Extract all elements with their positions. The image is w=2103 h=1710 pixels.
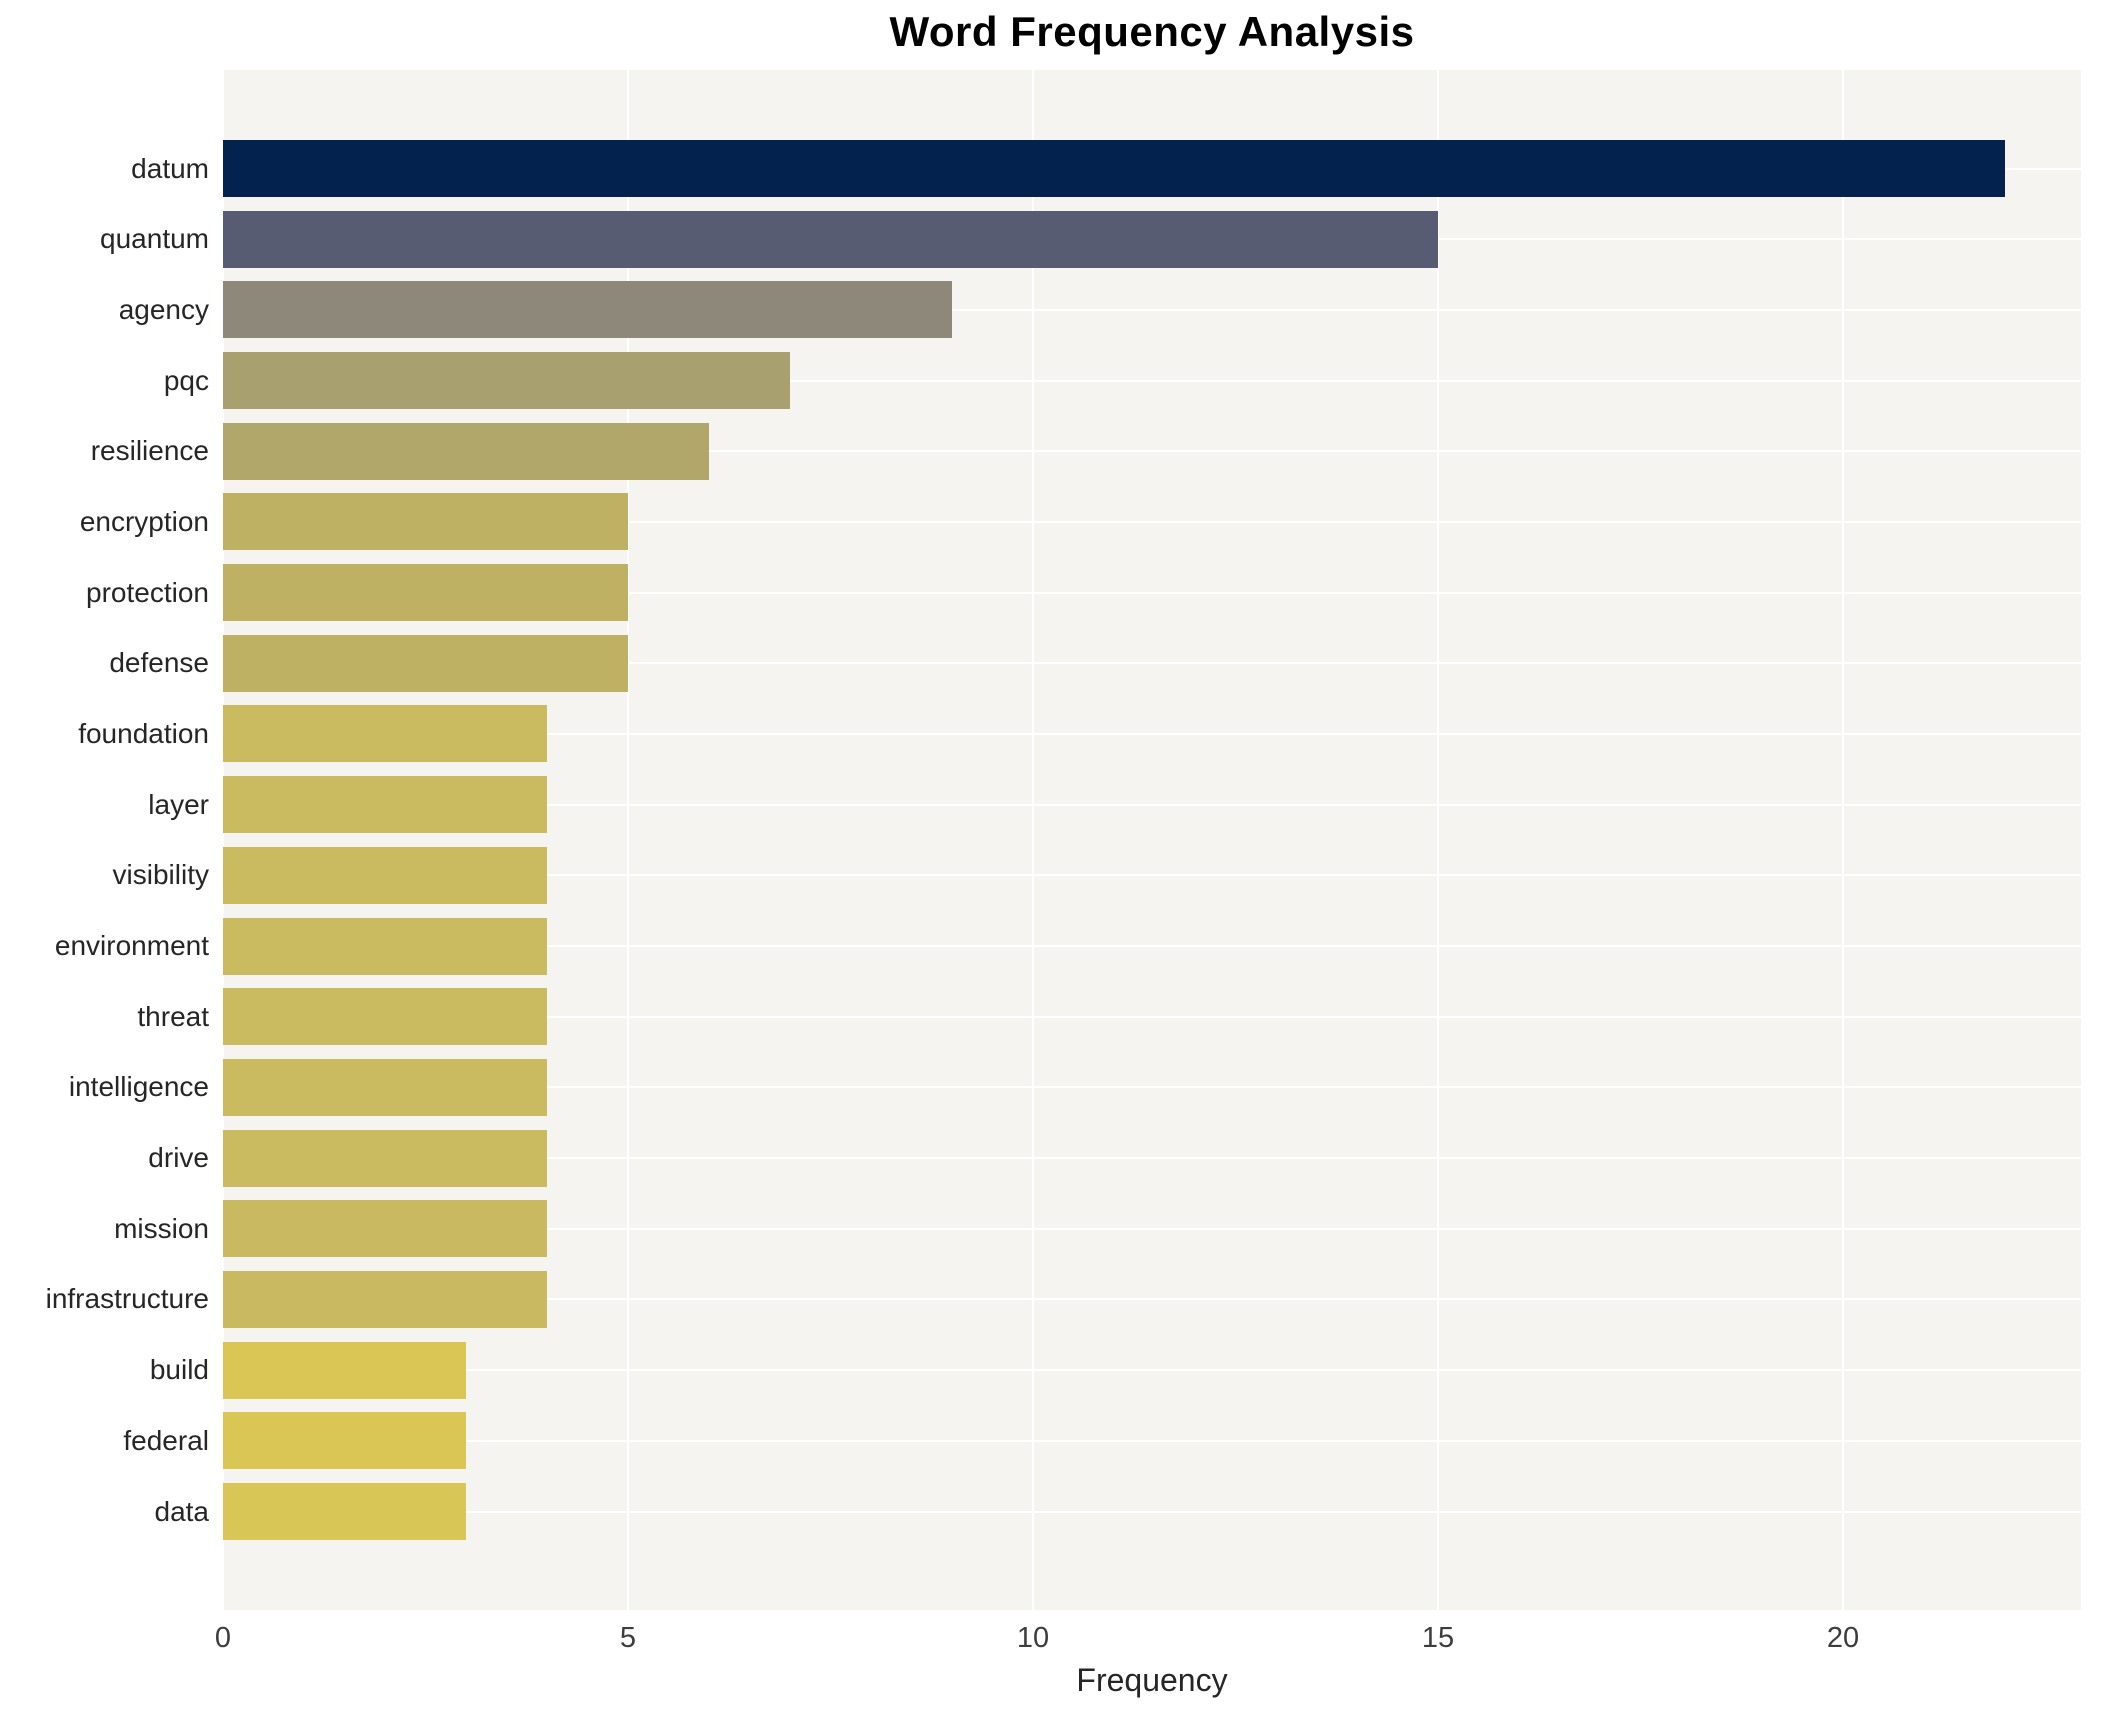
bar-threat	[223, 988, 547, 1046]
y-tick-label-quantum: quantum	[100, 223, 209, 255]
gridline-horizontal	[223, 1369, 2081, 1372]
bar-environment	[223, 917, 547, 975]
gridline-horizontal	[223, 308, 2081, 311]
gridline-horizontal	[223, 520, 2081, 523]
bar-mission	[223, 1200, 547, 1258]
gridline-horizontal	[223, 945, 2081, 948]
y-tick-label-layer: layer	[148, 788, 209, 820]
x-tick-label-10: 10	[1016, 1622, 1050, 1654]
bar-datum	[223, 140, 2005, 197]
gridline-horizontal	[223, 450, 2081, 453]
gridline-horizontal	[223, 1015, 2081, 1018]
gridline-horizontal	[223, 1298, 2081, 1301]
bar-visibility	[223, 846, 547, 904]
y-tick-label-federal: federal	[123, 1424, 209, 1456]
bar-quantum	[223, 210, 1438, 268]
bar-layer	[223, 776, 547, 834]
gridline-horizontal	[223, 591, 2081, 594]
bar-build	[223, 1341, 466, 1399]
y-tick-label-protection: protection	[86, 576, 209, 608]
bar-defense	[223, 634, 628, 692]
y-tick-label-infrastructure: infrastructure	[45, 1283, 209, 1315]
gridline-vertical	[627, 70, 629, 1610]
bar-protection	[223, 564, 628, 622]
bar-drive	[223, 1129, 547, 1187]
y-tick-label-mission: mission	[114, 1212, 209, 1244]
gridline-horizontal	[223, 803, 2081, 806]
gridline-horizontal	[223, 1439, 2081, 1442]
gridline-horizontal	[223, 1227, 2081, 1230]
y-tick-label-defense: defense	[109, 647, 209, 679]
bar-encryption	[223, 493, 628, 551]
y-tick-label-build: build	[149, 1354, 209, 1386]
bar-resilience	[223, 422, 709, 480]
gridline-vertical	[1437, 70, 1439, 1610]
bar-data	[223, 1483, 466, 1540]
y-tick-label-datum: datum	[131, 152, 209, 184]
gridline-horizontal	[223, 874, 2081, 877]
y-tick-label-intelligence: intelligence	[68, 1071, 209, 1103]
gridline-vertical	[1842, 70, 1844, 1610]
y-tick-label-threat: threat	[137, 1000, 209, 1032]
y-tick-label-pqc: pqc	[163, 364, 209, 396]
bar-foundation	[223, 705, 547, 763]
gridline-horizontal	[223, 1157, 2081, 1160]
bar-pqc	[223, 352, 790, 410]
x-tick-label-20: 20	[1826, 1622, 1860, 1654]
chart-title: Word Frequency Analysis	[889, 8, 1415, 55]
x-tick-label-15: 15	[1421, 1622, 1455, 1654]
gridline-vertical	[222, 70, 224, 1610]
bar-agency	[223, 281, 952, 339]
y-tick-label-resilience: resilience	[90, 435, 209, 467]
bar-infrastructure	[223, 1270, 547, 1328]
bar-intelligence	[223, 1058, 547, 1116]
y-tick-label-visibility: visibility	[112, 859, 209, 891]
x-axis-label: Frequency	[1076, 1662, 1228, 1698]
y-tick-label-agency: agency	[118, 293, 209, 325]
x-tick-label-5: 5	[619, 1622, 637, 1654]
y-tick-label-data: data	[154, 1495, 210, 1527]
gridline-vertical	[1032, 70, 1034, 1610]
gridline-horizontal	[223, 1510, 2081, 1513]
gridline-horizontal	[223, 1086, 2081, 1089]
y-tick-label-environment: environment	[54, 930, 209, 962]
gridline-horizontal	[223, 379, 2081, 382]
x-tick-label-0: 0	[214, 1622, 232, 1654]
gridline-horizontal	[223, 732, 2081, 735]
plot-area	[222, 70, 2081, 1610]
y-tick-label-drive: drive	[148, 1142, 209, 1174]
y-tick-label-foundation: foundation	[78, 717, 209, 749]
bar-federal	[223, 1412, 466, 1470]
y-tick-label-encryption: encryption	[79, 505, 209, 537]
gridline-horizontal	[223, 662, 2081, 665]
